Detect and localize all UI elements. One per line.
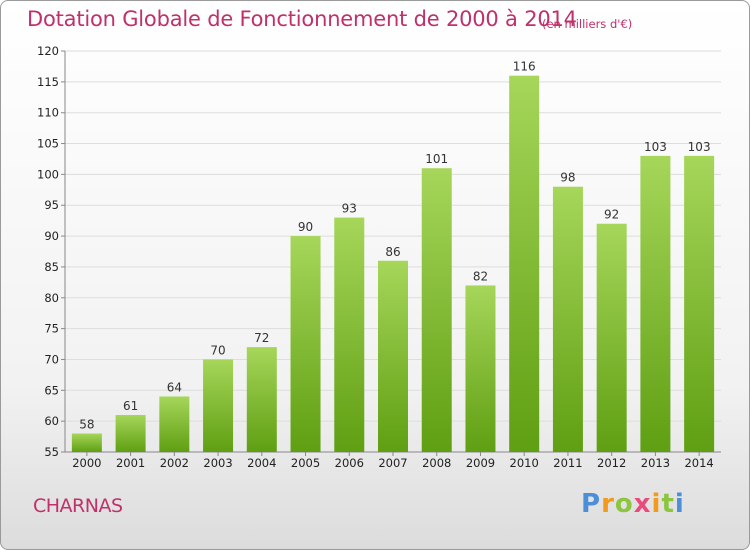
y-tick-label: 105 — [37, 137, 59, 151]
data-label-2009: 82 — [473, 269, 488, 283]
y-tick-label: 90 — [44, 229, 59, 243]
x-tick-label-2001: 2001 — [116, 456, 145, 470]
bar-2007 — [378, 260, 408, 452]
data-label-2011: 98 — [560, 171, 575, 185]
x-tick-label-2008: 2008 — [422, 456, 451, 470]
bar-2013 — [640, 155, 671, 452]
data-label-2007: 86 — [385, 245, 400, 259]
x-tick-label-2010: 2010 — [510, 456, 539, 470]
bar-2002 — [159, 396, 190, 452]
y-tick-label: 115 — [37, 75, 59, 89]
x-tick-label-2014: 2014 — [684, 456, 713, 470]
data-label-2000: 58 — [79, 417, 94, 431]
y-tick-label: 80 — [44, 291, 59, 305]
x-tick-label-2012: 2012 — [597, 456, 626, 470]
x-tick-label-2013: 2013 — [641, 456, 670, 470]
bars — [71, 75, 715, 452]
bar-2001 — [115, 414, 146, 452]
bar-2003 — [203, 359, 234, 452]
y-tick-label: 110 — [37, 106, 59, 120]
data-label-2001: 61 — [123, 399, 138, 413]
y-tick-label: 70 — [44, 352, 59, 366]
data-label-2013: 103 — [644, 140, 667, 154]
bar-2008 — [421, 168, 452, 452]
x-tick-label-2002: 2002 — [160, 456, 189, 470]
data-label-2014: 103 — [688, 140, 711, 154]
y-tick-label: 75 — [44, 322, 59, 336]
y-tick-label: 120 — [37, 44, 59, 58]
x-tick-label-2005: 2005 — [291, 456, 320, 470]
bar-2014 — [684, 155, 715, 452]
x-tick-label-2009: 2009 — [466, 456, 495, 470]
data-label-2008: 101 — [425, 152, 448, 166]
bar-2012 — [596, 223, 627, 452]
x-tick-label-2006: 2006 — [335, 456, 364, 470]
y-tick-label: 100 — [37, 167, 59, 181]
proxiti-logo[interactable]: Proxiti — [581, 489, 685, 519]
data-label-2003: 70 — [210, 343, 225, 357]
bar-2004 — [246, 347, 277, 452]
bar-2006 — [334, 217, 365, 452]
x-tick-label-2003: 2003 — [203, 456, 232, 470]
data-label-2005: 90 — [298, 220, 313, 234]
y-tick-label: 85 — [44, 260, 59, 274]
x-tick-label-2000: 2000 — [72, 456, 101, 470]
y-tick-label: 60 — [44, 414, 59, 428]
y-tick-label: 65 — [44, 383, 59, 397]
x-tick-label-2004: 2004 — [247, 456, 276, 470]
y-tick-label: 55 — [44, 445, 59, 459]
data-label-2004: 72 — [254, 331, 269, 345]
bar-2005 — [290, 236, 321, 452]
x-tick-label-2011: 2011 — [553, 456, 582, 470]
data-label-2010: 116 — [513, 60, 536, 74]
chart-title: Dotation Globale de Fonctionnement de 20… — [27, 7, 577, 31]
chart-unit-label: (en milliers d'€) — [542, 17, 633, 31]
bar-2009 — [465, 285, 496, 452]
data-label-2006: 93 — [342, 202, 357, 216]
data-label-2012: 92 — [604, 208, 619, 222]
bar-2000 — [71, 433, 102, 452]
commune-name: CHARNAS — [33, 495, 123, 517]
x-tick-label-2007: 2007 — [378, 456, 407, 470]
bar-2011 — [552, 186, 583, 452]
data-label-2002: 64 — [167, 380, 182, 394]
labels: 55 60 65 70 75 80 85 90 95 100 105 110 115 120 58 2000 6… — [37, 44, 714, 470]
y-tick-label: 95 — [44, 198, 59, 212]
bar-2010 — [509, 75, 540, 452]
